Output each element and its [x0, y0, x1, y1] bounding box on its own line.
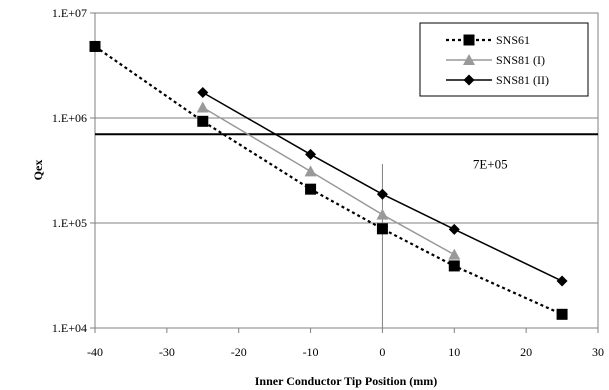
series-line-sns81-i — [202, 106, 455, 256]
triangle-marker — [376, 208, 389, 220]
x-axis-ticks: -40 -30 -20 -10 0 10 20 30 — [87, 328, 604, 359]
series-line-sns61 — [94, 45, 563, 316]
x-tick-label: 10 — [448, 345, 460, 359]
legend-triangle-marker — [463, 54, 475, 65]
series-sns81-i — [196, 101, 461, 260]
legend-diamond-marker — [463, 74, 475, 86]
diamond-marker — [448, 223, 460, 235]
square-marker — [376, 223, 388, 235]
triangle-marker — [196, 101, 209, 113]
legend-label-sns81-i: SNS81 (I) — [496, 53, 545, 67]
legend: SNS61 SNS81 (I) SNS81 (II) — [419, 22, 589, 97]
x-tick-label: 20 — [520, 345, 532, 359]
x-tick-label: -10 — [303, 345, 319, 359]
x-tick-label: 0 — [379, 345, 385, 359]
square-marker — [448, 260, 460, 272]
y-axis-title: Qex — [31, 160, 45, 181]
y-axis-ticks: 1.E+04 1.E+05 1.E+06 1.E+07 — [52, 6, 95, 335]
triangle-marker — [448, 248, 461, 260]
reference-line-group: 7E+05 — [95, 133, 598, 172]
square-marker — [89, 40, 101, 52]
y-tick-label: 1.E+05 — [52, 216, 87, 230]
series-group — [89, 40, 568, 320]
series-sns81-ii — [197, 86, 568, 287]
diamond-marker — [305, 148, 317, 160]
x-tick-label: -40 — [87, 345, 103, 359]
series-sns61 — [89, 40, 568, 320]
legend-square-marker — [463, 34, 475, 46]
x-tick-label: -30 — [159, 345, 175, 359]
legend-label-sns61: SNS61 — [496, 33, 530, 47]
square-marker — [197, 115, 209, 127]
y-tick-label: 1.E+06 — [52, 111, 87, 125]
x-tick-label: -20 — [231, 345, 247, 359]
square-marker — [556, 308, 568, 320]
diamond-marker — [376, 188, 388, 200]
x-axis-title: Inner Conductor Tip Position (mm) — [255, 374, 437, 388]
triangle-marker — [304, 165, 317, 177]
x-tick-label: 30 — [592, 345, 604, 359]
y-tick-label: 1.E+07 — [52, 6, 87, 20]
diamond-marker — [197, 86, 209, 98]
diamond-marker — [556, 275, 568, 287]
y-tick-label: 1.E+04 — [52, 321, 87, 335]
reference-line-label: 7E+05 — [473, 157, 508, 172]
square-marker — [305, 183, 317, 195]
legend-label-sns81-ii: SNS81 (II) — [496, 73, 549, 87]
